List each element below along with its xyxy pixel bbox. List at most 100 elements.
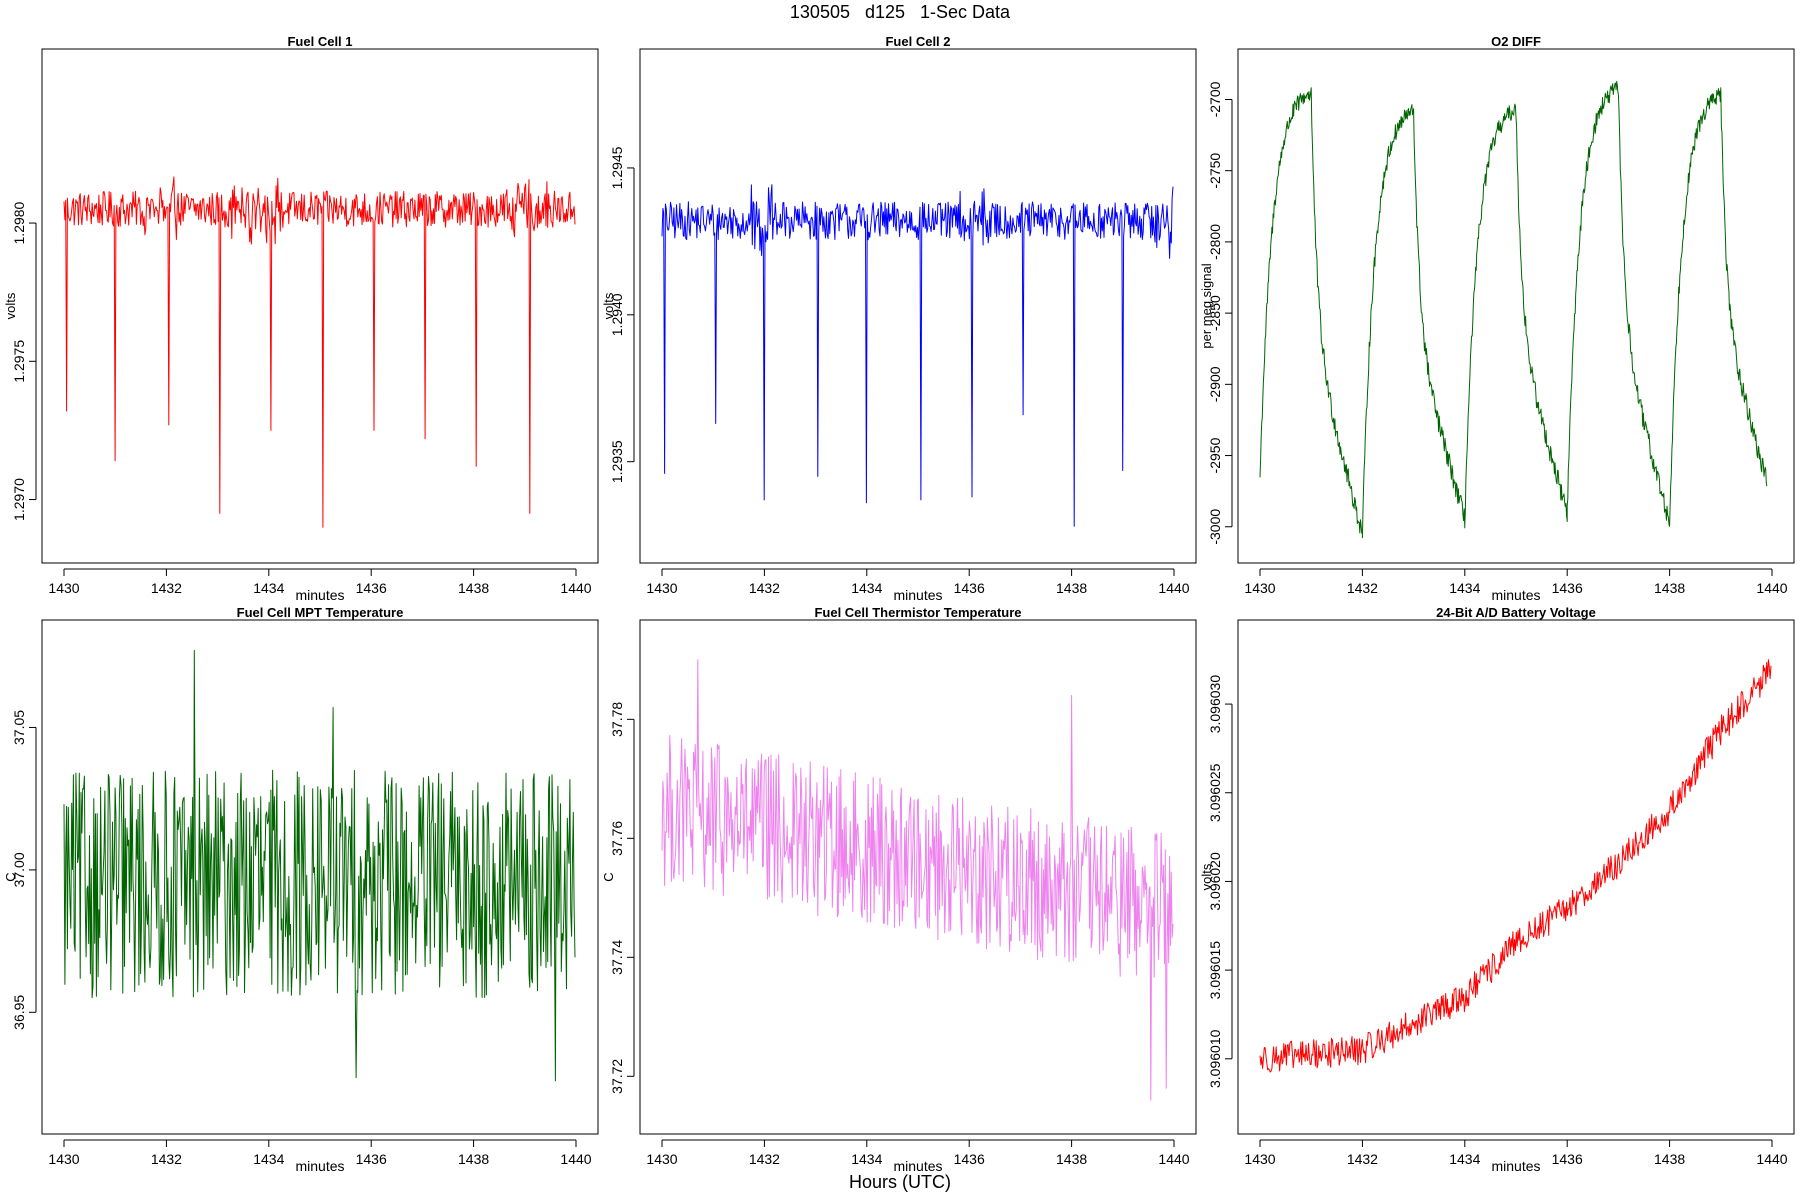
x-tick-label: 1438	[1654, 580, 1685, 596]
x-tick-label: 1430	[1244, 580, 1275, 596]
x-tick-label: 1436	[1552, 1151, 1583, 1167]
chart-title: Fuel Cell Thermistor Temperature	[814, 605, 1021, 620]
x-tick-label: 1434	[1449, 580, 1480, 596]
chart-panel-4: Fuel Cell MPT Temperature 1430 1432 1434 143…	[3, 605, 599, 1174]
y-tick-label: 37.74	[609, 940, 625, 975]
chart-panel-2: Fuel Cell 2 1430 1432 1434 1436 1438 1440 minut…	[601, 34, 1197, 603]
x-tick-label: 1432	[749, 1151, 780, 1167]
x-tick-label: 1434	[851, 1151, 882, 1167]
x-tick-label: 1438	[458, 580, 489, 596]
y-tick-label: -2700	[1207, 81, 1223, 117]
x-axis-label: minutes	[893, 1158, 942, 1174]
chart-panel-6: 24-Bit A/D Battery Voltage 1430 1432 1434 14…	[1199, 605, 1795, 1174]
y-tick-label: 1.2975	[11, 340, 27, 383]
plot-frame	[41, 48, 599, 564]
x-tick-label: 1440	[560, 1151, 591, 1167]
y-tick-label: 3.096020	[1207, 852, 1223, 911]
chart-panel-1: Fuel Cell 1 1430 1432 1434 1436 1438 1440 minut…	[3, 34, 599, 603]
y-tick-label: 1.2935	[609, 440, 625, 483]
y-tick-label: 3.096025	[1207, 763, 1223, 822]
x-tick-label: 1430	[646, 580, 677, 596]
x-tick-label: 1440	[560, 580, 591, 596]
x-tick-label: 1432	[749, 580, 780, 596]
chart-panel-3: O2 DIFF 1430 1432 1434 1436 1438 1440 minutes -3…	[1199, 34, 1795, 603]
x-tick-label: 1434	[253, 580, 284, 596]
x-tick-label: 1430	[48, 580, 79, 596]
chart-title: Fuel Cell 1	[287, 34, 352, 49]
chart-title: Fuel Cell MPT Temperature	[237, 605, 404, 620]
x-tick-label: 1438	[1654, 1151, 1685, 1167]
series-line	[661, 184, 1174, 527]
x-axis-label: minutes	[295, 1158, 344, 1174]
x-tick-label: 1438	[1056, 1151, 1087, 1167]
y-tick-label: 3.096015	[1207, 941, 1223, 1000]
chart-title: 24-Bit A/D Battery Voltage	[1436, 605, 1596, 620]
y-tick-label: 37.05	[11, 710, 27, 745]
y-axis-label: volts	[3, 292, 18, 319]
y-axis-label: C	[3, 872, 18, 881]
y-tick-label: 37.76	[609, 821, 625, 856]
y-axis-label: C	[601, 872, 616, 881]
y-tick-label: -2950	[1207, 437, 1223, 473]
series-line	[661, 659, 1174, 1101]
x-tick-label: 1438	[458, 1151, 489, 1167]
x-tick-label: 1436	[954, 580, 985, 596]
chart-title: O2 DIFF	[1491, 34, 1541, 49]
x-tick-label: 1436	[356, 1151, 387, 1167]
x-tick-label: 1440	[1756, 580, 1787, 596]
y-tick-label: 1.2945	[609, 146, 625, 189]
x-tick-label: 1434	[1449, 1151, 1480, 1167]
y-axis-label: per meg signal	[1199, 263, 1214, 348]
series-line	[1259, 80, 1768, 539]
y-tick-label: -2800	[1207, 224, 1223, 260]
y-axis-label: volts	[601, 292, 616, 319]
series-line	[63, 176, 576, 528]
y-tick-label: 37.00	[11, 852, 27, 887]
plot-frame	[1237, 619, 1795, 1135]
x-axis-label: minutes	[295, 587, 344, 603]
x-axis-footer-label: Hours (UTC)	[849, 1172, 951, 1192]
page-title: 130505 d125 1-Sec Data	[789, 2, 1011, 22]
plot-frame	[639, 619, 1197, 1135]
plot-frame	[41, 619, 599, 1135]
x-axis-label: minutes	[1491, 587, 1540, 603]
x-tick-label: 1440	[1756, 1151, 1787, 1167]
x-tick-label: 1432	[1347, 580, 1378, 596]
x-tick-label: 1430	[646, 1151, 677, 1167]
x-tick-label: 1436	[954, 1151, 985, 1167]
x-tick-label: 1438	[1056, 580, 1087, 596]
chart-title: Fuel Cell 2	[885, 34, 950, 49]
y-tick-label: 3.096010	[1207, 1029, 1223, 1088]
x-tick-label: 1434	[851, 580, 882, 596]
y-tick-label: 3.096030	[1207, 675, 1223, 734]
y-tick-label: -2900	[1207, 366, 1223, 402]
x-tick-label: 1432	[151, 580, 182, 596]
y-tick-label: 1.2970	[11, 478, 27, 521]
x-tick-label: 1436	[356, 580, 387, 596]
y-tick-label: 1.2980	[11, 201, 27, 244]
x-tick-label: 1434	[253, 1151, 284, 1167]
x-tick-label: 1436	[1552, 580, 1583, 596]
y-tick-label: -3000	[1207, 509, 1223, 545]
y-tick-label: 37.78	[609, 702, 625, 737]
x-axis-label: minutes	[893, 587, 942, 603]
series-line	[1259, 659, 1772, 1073]
x-tick-label: 1432	[1347, 1151, 1378, 1167]
x-tick-label: 1440	[1158, 580, 1189, 596]
y-axis-label: volts	[1199, 863, 1214, 890]
series-line	[63, 650, 576, 1082]
y-tick-label: 1.2940	[609, 293, 625, 336]
y-tick-label: -2850	[1207, 295, 1223, 331]
x-tick-label: 1430	[1244, 1151, 1275, 1167]
y-tick-label: 37.72	[609, 1059, 625, 1094]
plot-frame	[1237, 48, 1795, 564]
y-tick-label: 36.95	[11, 995, 27, 1030]
x-tick-label: 1440	[1158, 1151, 1189, 1167]
x-tick-label: 1432	[151, 1151, 182, 1167]
x-tick-label: 1430	[48, 1151, 79, 1167]
y-tick-label: -2750	[1207, 153, 1223, 189]
plot-frame	[639, 48, 1197, 564]
x-axis-label: minutes	[1491, 1158, 1540, 1174]
chart-panel-5: Fuel Cell Thermistor Temperature 1430 1432…	[601, 605, 1197, 1174]
